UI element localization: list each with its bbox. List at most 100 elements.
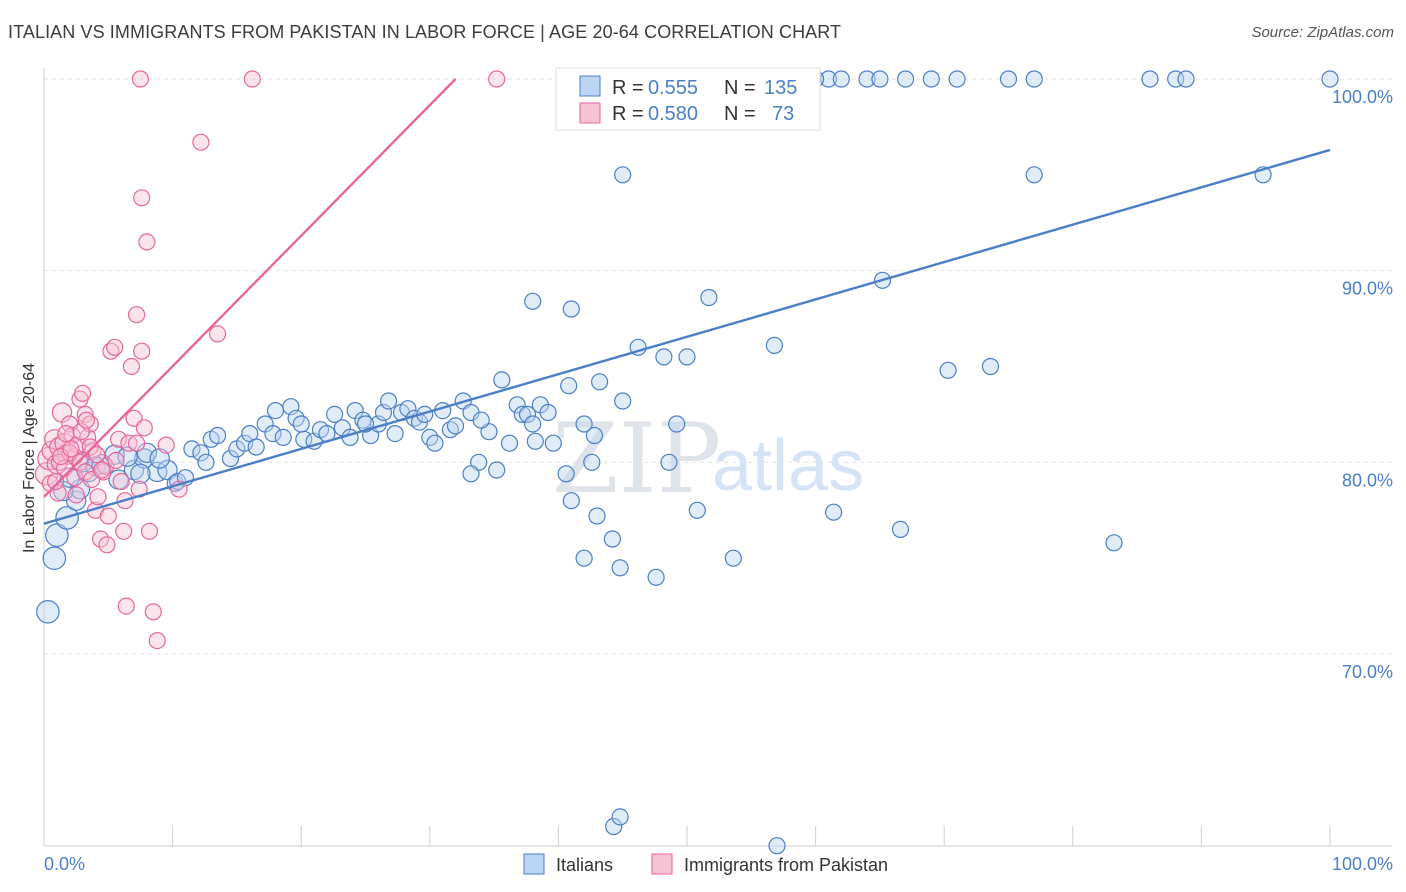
- pakistan-point-58: [46, 472, 65, 491]
- italians-point-81: [611, 559, 629, 577]
- italians-point-77: [585, 426, 604, 445]
- italians-point-56: [446, 417, 465, 435]
- bottom-legend-swatch-italians: [523, 853, 545, 875]
- italians-point-114: [292, 415, 310, 433]
- y-tick-labels: 70.0% 80.0% 90.0% 100.0%: [1332, 87, 1393, 682]
- pakistan-point-14: [73, 384, 92, 402]
- bottom-legend: Italians Immigrants from Pakistan: [523, 853, 888, 875]
- legend-swatch-pakistan: [579, 102, 601, 124]
- italians-point-79: [590, 373, 609, 391]
- y-tick-label-90: 90.0%: [1342, 279, 1393, 299]
- pakistan-point-32: [122, 357, 140, 376]
- italians-point-38: [326, 405, 344, 423]
- italians-point-140: [922, 70, 940, 88]
- italians-point-102: [614, 166, 632, 184]
- legend-n-value-2: 73: [772, 103, 794, 125]
- pakistan-point-52: [66, 469, 84, 487]
- italians-point-103: [1025, 166, 1043, 184]
- bottom-legend-pakistan: Immigrants from Pakistan: [684, 855, 888, 875]
- watermark-atlas: atlas: [712, 426, 864, 506]
- italians-point-63: [488, 461, 506, 479]
- legend-r-label-1: R =: [612, 77, 644, 99]
- pakistan-point-72: [98, 536, 116, 554]
- pakistan-point-40: [144, 603, 162, 621]
- pakistan-point-66: [88, 446, 106, 464]
- italians-point-91: [724, 549, 742, 567]
- italians-point-135: [1177, 70, 1195, 88]
- italians-point-1: [42, 546, 67, 570]
- italians-point-133: [1141, 70, 1159, 88]
- pakistan-point-53: [71, 453, 89, 471]
- legend-swatch-italians: [579, 75, 601, 97]
- x-tick-label-max: 100.0%: [1332, 854, 1393, 874]
- pakistan-point-61: [62, 440, 80, 458]
- watermark-zip: ZIP: [552, 403, 721, 515]
- italians-point-104: [605, 817, 623, 836]
- italians-point-86: [660, 453, 678, 471]
- italians-point-60: [462, 465, 480, 483]
- italians-point-105: [611, 808, 629, 826]
- italians-point-62: [493, 371, 511, 389]
- italians-point-112: [130, 463, 151, 484]
- italians-point-130: [948, 70, 966, 88]
- pakistan-point-29: [115, 522, 133, 540]
- italians-point-88: [678, 348, 696, 366]
- italians-point-96: [939, 361, 957, 379]
- legend-r-value-1: 0.555: [648, 77, 698, 99]
- italians-point-18: [183, 440, 201, 458]
- bottom-legend-swatch-pakistan: [651, 853, 673, 875]
- italians-point-29: [264, 425, 282, 443]
- italians-point-20: [197, 453, 215, 471]
- italians-point-71: [544, 434, 562, 452]
- italians-point-118: [524, 415, 542, 433]
- italians-point-22: [209, 426, 227, 445]
- chart-title: ITALIAN VS IMMIGRANTS FROM PAKISTAN IN L…: [8, 22, 842, 42]
- italians-point-95: [891, 520, 910, 539]
- pakistan-point-70: [107, 451, 125, 469]
- grid-lines: [44, 78, 1392, 655]
- italians-point-53: [426, 434, 444, 452]
- italians-point-31: [274, 428, 292, 446]
- pakistan-point-47: [128, 306, 146, 324]
- italians-point-72: [557, 465, 575, 483]
- italians-point-78: [588, 507, 606, 525]
- italians-point-80: [603, 530, 622, 548]
- legend-n-label-1: N =: [724, 77, 756, 99]
- series-pakistan-points: [34, 70, 506, 650]
- pakistan-point-67: [93, 461, 111, 479]
- italians-point-13: [146, 461, 168, 483]
- italians-point-74: [562, 492, 580, 510]
- italians-point-23: [221, 449, 240, 468]
- y-axis-label: In Labor Force | Age 20-64: [21, 363, 38, 553]
- italians-point-47: [386, 425, 404, 443]
- italians-point-73: [560, 377, 578, 395]
- italians-point-84: [647, 568, 665, 586]
- pakistan-point-46: [133, 189, 151, 207]
- legend-r-label-2: R =: [612, 103, 644, 125]
- x-tick-labels: 0.0% 100.0%: [44, 854, 1393, 874]
- italians-point-132: [1025, 70, 1043, 88]
- italians-point-30: [266, 402, 285, 420]
- pakistan-point-60: [57, 425, 75, 443]
- italians-point-19: [192, 444, 210, 462]
- italians-point-85: [655, 348, 673, 366]
- y-tick-label-100: 100.0%: [1332, 87, 1393, 107]
- pakistan-point-20: [89, 488, 107, 506]
- italians-point-27: [247, 438, 265, 456]
- pakistan-point-39: [140, 522, 159, 540]
- italians-point-64: [500, 434, 519, 452]
- legend-r-value-2: 0.580: [648, 103, 698, 125]
- italians-point-100: [524, 292, 542, 310]
- source-label: Source: ZipAtlas.com: [1251, 24, 1394, 41]
- italians-point-136: [1321, 70, 1339, 88]
- pakistan-trend-line: [43, 78, 457, 498]
- italians-point-119: [575, 415, 593, 433]
- italians-point-138: [871, 70, 889, 88]
- italians-point-90: [700, 288, 718, 307]
- italians-point-93: [824, 503, 843, 521]
- pakistan-point-44: [488, 70, 506, 88]
- pakistan-point-43: [243, 70, 261, 88]
- italians-point-111: [117, 446, 138, 467]
- italians-point-139: [896, 70, 915, 88]
- italians-point-82: [614, 392, 632, 410]
